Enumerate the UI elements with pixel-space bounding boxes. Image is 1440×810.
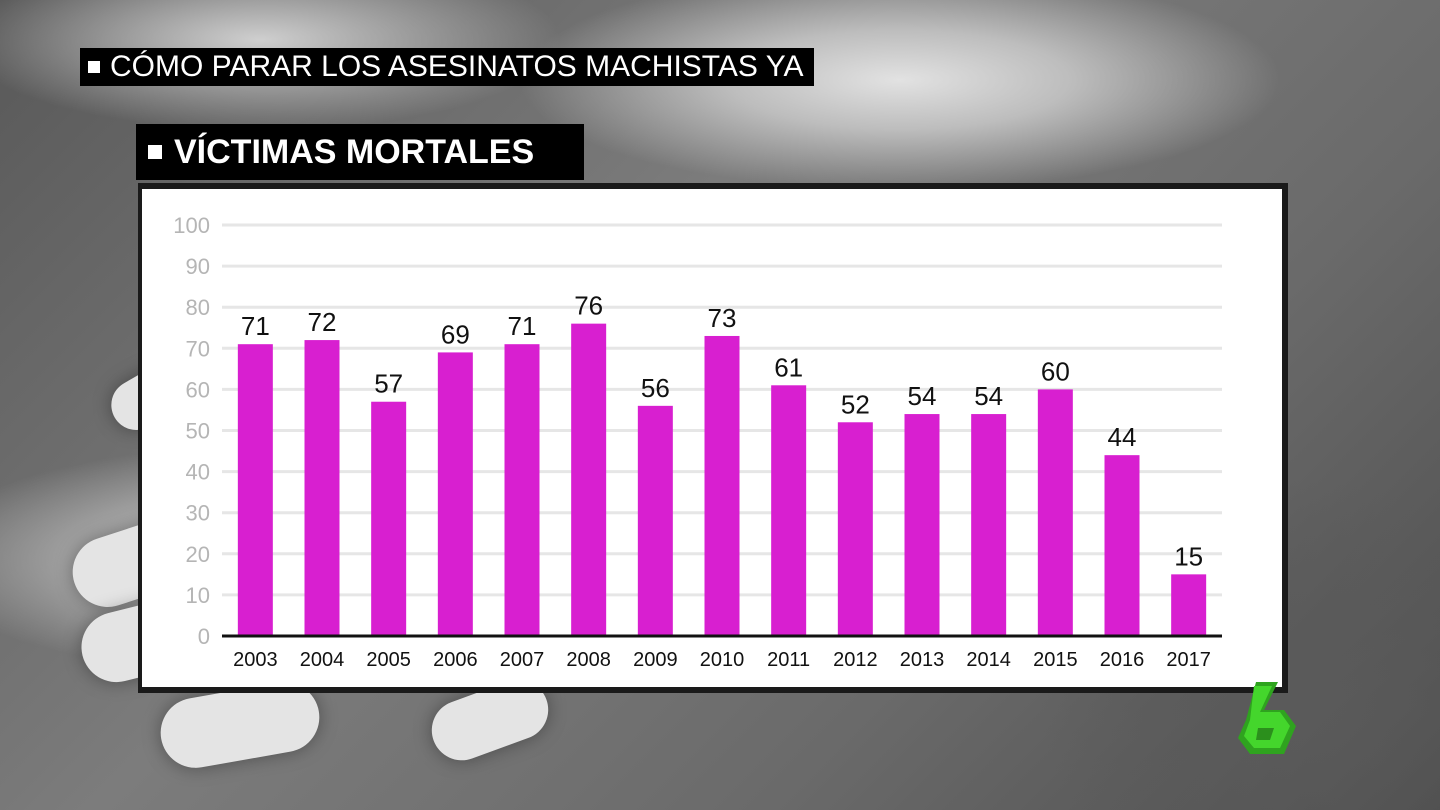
section-title: CÓMO PARAR LOS ASESINATOS MACHISTAS YA [80, 48, 814, 86]
data-label: 71 [241, 311, 270, 341]
data-label: 52 [841, 389, 870, 419]
y-tick-label: 100 [173, 213, 210, 238]
data-label: 73 [708, 303, 737, 333]
y-tick-label: 80 [186, 295, 210, 320]
data-label: 15 [1174, 541, 1203, 571]
bar [371, 401, 407, 636]
bar [704, 335, 740, 636]
square-bullet-icon [88, 61, 100, 73]
bar [771, 385, 807, 636]
chart-title-text: VÍCTIMAS MORTALES [174, 132, 535, 171]
lasexta-6-logo-icon [1238, 682, 1296, 754]
y-tick-label: 40 [186, 460, 210, 485]
x-tick-label: 2017 [1166, 649, 1211, 671]
bar [1171, 574, 1207, 636]
data-label: 76 [574, 291, 603, 321]
x-tick-label: 2003 [233, 649, 277, 671]
data-label: 69 [441, 319, 470, 349]
chart-title: VÍCTIMAS MORTALES [136, 124, 584, 180]
bar [504, 344, 540, 636]
x-tick-label: 2006 [433, 649, 478, 671]
x-tick-label: 2014 [966, 649, 1011, 671]
bar-chart: 0 10 20 30 40 50 60 70 80 90 100 71 2003 72 2004 57 2005… [173, 213, 1222, 671]
bar [1037, 389, 1073, 636]
chart-area: 0 10 20 30 40 50 60 70 80 90 100 71 2003 72 2004 57 2005… [142, 189, 1282, 687]
data-label: 61 [774, 352, 803, 382]
x-tick-label: 2016 [1100, 649, 1145, 671]
data-label: 54 [974, 381, 1003, 411]
chart-panel: 0 10 20 30 40 50 60 70 80 90 100 71 2003 72 2004 57 2005… [138, 183, 1288, 693]
bar [971, 414, 1007, 636]
section-title-text: CÓMO PARAR LOS ASESINATOS MACHISTAS YA [110, 50, 804, 83]
y-tick-label: 50 [186, 419, 210, 444]
bar [304, 340, 340, 636]
bar [237, 344, 273, 636]
y-tick-label: 20 [186, 542, 210, 567]
bar [571, 323, 607, 636]
bar [837, 422, 873, 636]
data-label: 57 [374, 369, 403, 399]
x-tick-label: 2005 [366, 649, 411, 671]
data-label: 44 [1108, 422, 1137, 452]
y-tick-label: 30 [186, 501, 210, 526]
y-tick-label: 70 [186, 336, 210, 361]
y-tick-label: 60 [186, 377, 210, 402]
x-tick-label: 2013 [900, 649, 945, 671]
data-label: 71 [508, 311, 537, 341]
bar [904, 414, 940, 636]
data-label: 56 [641, 373, 670, 403]
x-tick-label: 2011 [767, 649, 810, 671]
x-tick-label: 2012 [833, 649, 878, 671]
bar [437, 352, 473, 636]
x-tick-label: 2015 [1033, 649, 1078, 671]
y-tick-label: 90 [186, 254, 210, 279]
x-tick-label: 2004 [300, 649, 345, 671]
x-tick-label: 2010 [700, 649, 745, 671]
x-tick-label: 2008 [566, 649, 611, 671]
data-label: 54 [908, 381, 937, 411]
bar [1104, 455, 1140, 636]
bar [637, 405, 673, 636]
square-bullet-icon [148, 145, 162, 159]
x-tick-label: 2007 [500, 649, 545, 671]
data-label: 72 [308, 307, 337, 337]
y-tick-label: 10 [186, 583, 210, 608]
y-tick-label: 0 [198, 624, 210, 649]
x-tick-label: 2009 [633, 649, 678, 671]
data-label: 60 [1041, 356, 1070, 386]
